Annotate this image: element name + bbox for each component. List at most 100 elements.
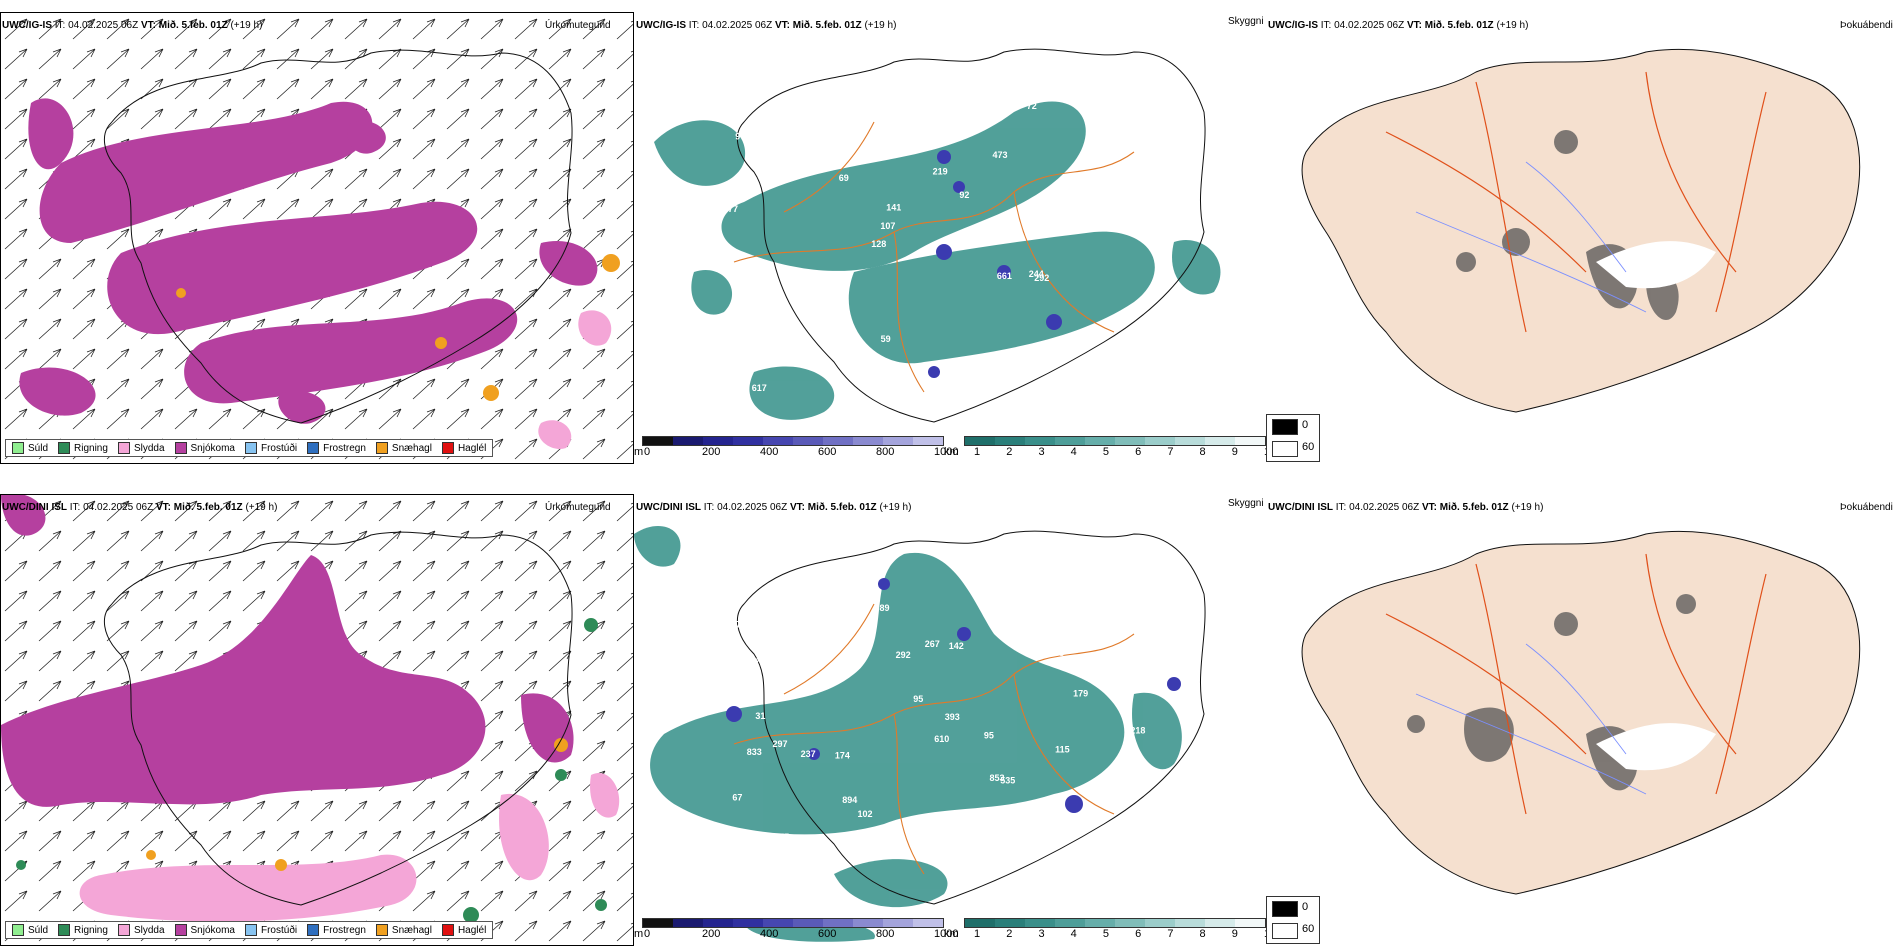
cloud-base-value: 141 (886, 203, 901, 213)
cloud-base-value: 72 (1027, 101, 1037, 111)
cloud-base-value: 237 (801, 749, 816, 759)
cloud-base-value: 430 (884, 134, 899, 144)
colorbar-tick: 0 (644, 446, 651, 458)
legend-item-snaehagl: Snæhagl (375, 442, 432, 454)
cloud-base-value: 969 (1126, 820, 1141, 830)
colorbar-tick: 0 (644, 928, 651, 940)
colorbar-tick: 800 (876, 446, 895, 458)
colorbar-tick: 7 (1167, 928, 1174, 940)
legend-item-snjokoma: Snjókoma (174, 442, 235, 454)
cloud-base-value: 69 (839, 173, 849, 183)
cloud-base-value: 115 (1055, 745, 1070, 755)
cloud-base-value: 92 (959, 190, 969, 200)
title-cloud-top: Skyggni (1228, 16, 1264, 27)
cloud-base-value: 266 (1173, 194, 1188, 204)
visibility-colorbar-top: km 12345678910 (944, 436, 1266, 460)
visibility-colorbar-bottom: km 12345678910 (944, 918, 1266, 942)
cloud-base-value: 454 (744, 313, 759, 323)
cloud-base-value: 473 (993, 150, 1008, 160)
cloud-panel-top: 35 77 599 128 473 617 430 219 454 69 345 11 68 92 292 9… (634, 12, 1266, 464)
colorbar-tick: 10 (1264, 928, 1266, 940)
legend-item-sud: Súld (12, 442, 48, 454)
cloud-base-value: 11 (785, 349, 795, 359)
cloud-map-top: 35 77 599 128 473 617 430 219 454 69 345 11 68 92 292 9… (654, 48, 1221, 423)
cloud-base-value: 165 (1019, 642, 1034, 652)
cloud-base-value: 179 (1073, 689, 1088, 699)
colorbar-tick: 8 (1199, 928, 1206, 940)
legend-item-rigning: Rigning (58, 924, 108, 936)
colorbar-tick: 6 (1135, 928, 1142, 940)
cloud-base-value: 31 (755, 711, 765, 721)
cloud-base-value: 617 (752, 383, 767, 393)
cloud-base-value: 52 (800, 311, 810, 321)
cloud-base-value: 997 (1082, 377, 1097, 387)
cloud-base-value: 535 (1000, 776, 1015, 786)
cloud-panel-bottom: 383 297 853 167 969 780 855 174 298 267 165 121 102 8… (634, 494, 1266, 946)
cloud-base-value: 68 (896, 135, 906, 145)
cloud-base-value: 661 (997, 271, 1012, 281)
cloud-base-value: 599 (1129, 120, 1144, 130)
cloud-base-value: 345 (708, 363, 723, 373)
precip-legend-bottom: Súld Rigning Slydda Snjókoma Frostúði Fr… (5, 921, 494, 939)
cloud-base-value: 167 (726, 619, 741, 629)
cloud-base-value: 70 (1173, 777, 1183, 787)
legend-item-slydda: Slydda (117, 442, 165, 454)
cloud-base-value: 89 (880, 603, 890, 613)
legend-item-frostudi: Frostúði (244, 442, 297, 454)
cloud-base-value: 59 (881, 334, 891, 344)
precip-panel-top: Súld Rigning Slydda Snjókoma Frostúði Fr… (0, 12, 634, 464)
cloud-base-value: 143 (746, 846, 761, 856)
cloud-base-value: 218 (1130, 726, 1145, 736)
legend-item-snaehagl: Snæhagl (375, 924, 432, 936)
colorbar-tick: 9 (1231, 446, 1238, 458)
header-precip-bottom: UWC/DINI ISL IT: 04.02.2025 06Z VT: Mið.… (2, 502, 278, 513)
title-precip-bottom: Úrkomutegund (545, 502, 611, 513)
colorbar-tick: 400 (760, 446, 779, 458)
fog-legend-top: 0 60 (1266, 414, 1320, 462)
colorbar-tick: 7 (1167, 446, 1174, 458)
fog-map-bottom (1301, 530, 1861, 895)
legend-item-sud: Súld (12, 924, 48, 936)
visibility-areas (654, 101, 1221, 420)
cloud-base-value: 95 (913, 694, 923, 704)
colorbar-tick: 6 (1135, 446, 1142, 458)
colorbar-tick: 4 (1070, 446, 1077, 458)
colorbar-tick: 2 (1006, 446, 1013, 458)
cloud-base-value: 95 (984, 731, 994, 741)
colorbar-tick: 9 (1231, 928, 1238, 940)
precip-panel-bottom: Súld Rigning Slydda Snjókoma Frostúði Fr… (0, 494, 634, 946)
cloud-base-colorbar-bottom: m 0 200 400 600 800 1000 (634, 918, 958, 942)
legend-item-haglel: Haglél (441, 924, 486, 936)
cloud-base-value: 853 (990, 773, 1005, 783)
colorbar-tick: 600 (818, 928, 837, 940)
colorbar-tick: 10 (1264, 446, 1266, 458)
header-cloud-bottom: UWC/DINI ISL IT: 04.02.2025 06Z VT: Mið.… (636, 502, 912, 513)
legend-item-frostudi: Frostúði (244, 924, 297, 936)
legend-item-rigning: Rigning (58, 442, 108, 454)
colorbar-tick: 3 (1038, 446, 1045, 458)
cloud-base-value: 209 (886, 87, 901, 97)
cloud-base-value: 121 (1072, 856, 1087, 866)
colorbar-tick: 200 (702, 928, 721, 940)
colorbar-tick: 2 (1006, 928, 1013, 940)
colorbar-tick: 600 (818, 446, 837, 458)
header-precip-top: UWC/IG-IS IT: 04.02.2025 06Z VT: Mið. 5.… (2, 20, 263, 31)
cloud-base-value: 97 (735, 131, 745, 141)
cloud-base-value: 439 (1129, 165, 1144, 175)
cloud-base-value: 142 (949, 641, 964, 651)
colorbar-tick: 5 (1102, 446, 1109, 458)
legend-item-haglel: Haglél (441, 442, 486, 454)
cloud-base-value: 894 (842, 795, 857, 805)
cloud-base-value: 174 (835, 750, 850, 760)
cloud-base-value: 292 (1034, 273, 1049, 283)
legend-item-slydda: Slydda (117, 924, 165, 936)
cloud-base-value: 190 (1117, 609, 1132, 619)
cloud-base-value: 128 (871, 239, 886, 249)
snow-areas (19, 98, 598, 424)
cloud-base-value: 855 (774, 832, 789, 842)
colorbar-tick: 5 (1102, 928, 1109, 940)
cloud-base-value: 35 (1121, 378, 1131, 388)
precip-map-bottom (1, 495, 633, 945)
colorbar-tick: 200 (702, 446, 721, 458)
